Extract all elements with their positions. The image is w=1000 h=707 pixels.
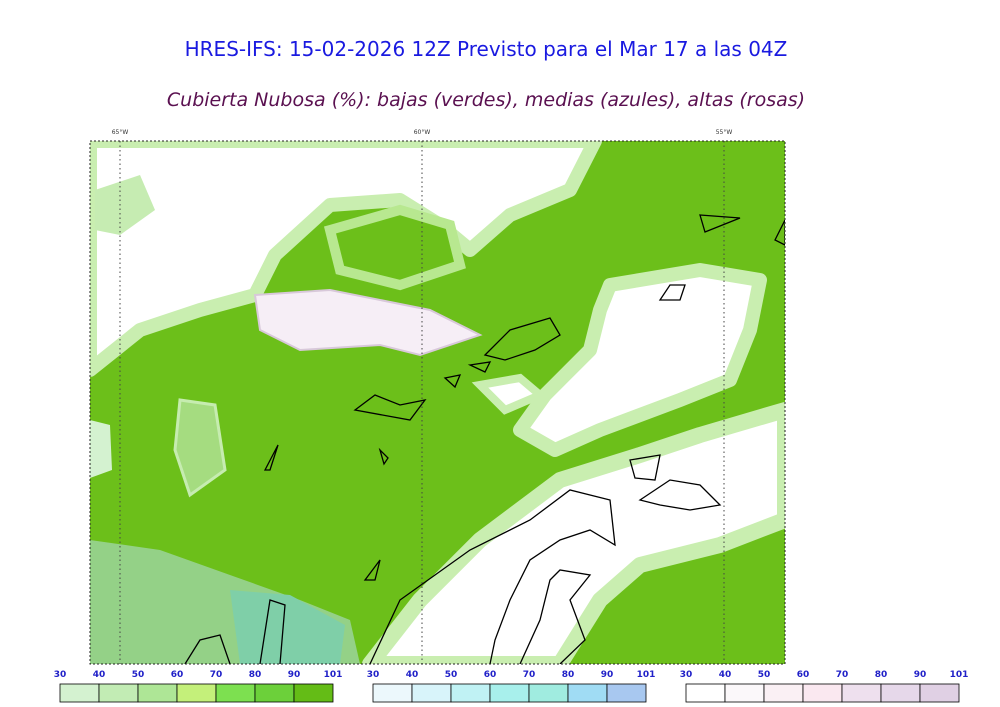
legend-swatch [724,683,765,703]
legend-swatch [411,683,452,703]
legend-tick-label: 101 [950,670,969,680]
legend-tick-label: 30 [54,670,67,680]
clear-sky [471,373,548,415]
clear-sky [620,470,720,530]
longitude-label: 65°W [112,129,129,136]
meridians [119,141,725,664]
legend-tick-label: 80 [875,670,888,680]
coastline [184,214,785,664]
legend-swatch [176,683,217,703]
cloud-patch [95,175,155,235]
legend-swatch [802,683,843,703]
legend-tick-label: 50 [758,670,771,680]
legend-tick-label: 40 [93,670,106,680]
legend-tick-label: 90 [914,670,927,680]
longitude-label: 60°W [414,129,431,136]
mid-cloud [230,590,345,664]
legend-tick-label: 40 [719,670,732,680]
legend-swatch [450,683,491,703]
cloud-patch [90,420,112,478]
legend-swatch [137,683,178,703]
legend-swatch [880,683,921,703]
legend-swatch [567,683,608,703]
legend-swatch [528,683,569,703]
legend-swatch [293,683,334,703]
legend-tick-label: 40 [406,670,419,680]
cloud-patch [173,398,227,498]
legend-tick-label: 70 [836,670,849,680]
legend-tick-label: 70 [523,670,536,680]
longitude-label: 55°W [716,129,733,136]
legend-swatch [606,683,647,703]
legend-tick-label: 90 [288,670,301,680]
legend-tick-label: 50 [445,670,458,680]
legend-tick-label: 80 [249,670,262,680]
clear-sky [90,141,602,377]
legend-tick-label: 101 [324,670,343,680]
legend-tick-label: 50 [132,670,145,680]
legend-tick-label: 101 [637,670,656,680]
legend-swatch [763,683,804,703]
legends: 30 40 50 60 70 80 90 101 30 40 50 60 70 80 90 101 30 40 50… [54,670,969,703]
legend-tick-label: 60 [797,670,810,680]
legend-swatch [919,683,960,703]
legend-swatch [841,683,882,703]
legend-swatch [215,683,256,703]
legend-tick-label: 90 [601,670,614,680]
legend-tick-label: 70 [210,670,223,680]
map: 65°W 60°W 55°W [89,129,786,665]
cloud-patch [323,204,466,291]
legend-swatch [489,683,530,703]
clear-sky [513,263,767,457]
legend-swatch [59,683,100,703]
legend-tick-label: 30 [367,670,380,680]
legend-swatch [372,683,413,703]
legend-tick-label: 60 [484,670,497,680]
legend-swatch [685,683,726,703]
high-cloud [253,288,483,357]
title: HRES-IFS: 15-02-2026 12Z Previsto para e… [185,37,788,61]
map-frame [89,140,786,665]
legend-swatch [254,683,295,703]
legend-swatch [98,683,139,703]
subtitle: Cubierta Nubosa (%): bajas (verdes), med… [167,89,805,111]
legend-tick-label: 60 [171,670,184,680]
legend-tick-label: 30 [680,670,693,680]
legend-tick-label: 80 [562,670,575,680]
